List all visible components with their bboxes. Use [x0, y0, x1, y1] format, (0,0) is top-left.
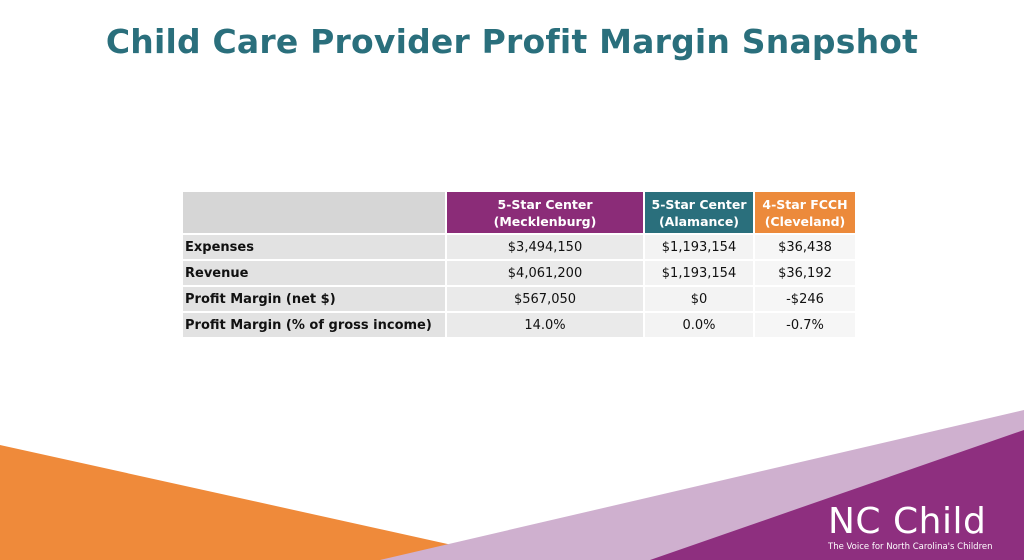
- row-label: Expenses: [183, 235, 445, 259]
- column-header-line1: 5-Star Center: [651, 196, 747, 212]
- column-header-alamance: 5-Star Center (Alamance): [645, 192, 753, 233]
- table-cell: $3,494,150: [447, 235, 643, 259]
- table-cell: -0.7%: [755, 313, 855, 337]
- table-header-row: 5-Star Center (Mecklenburg) 5-Star Cente…: [183, 192, 855, 233]
- table-cell: $4,061,200: [447, 261, 643, 285]
- table-cell: 0.0%: [645, 313, 753, 337]
- table-cell: $36,192: [755, 261, 855, 285]
- table-row-profit-net: Profit Margin (net $) $567,050 $0 -$246: [183, 287, 855, 311]
- row-label: Profit Margin (% of gross income): [183, 313, 445, 337]
- table-cell: $1,193,154: [645, 261, 753, 285]
- column-header-line2: (Cleveland): [764, 213, 846, 229]
- table-cell: -$246: [755, 287, 855, 311]
- orange-triangle-shape: [0, 445, 520, 560]
- column-header-mecklenburg: 5-Star Center (Mecklenburg): [447, 192, 643, 233]
- profit-margin-table: 5-Star Center (Mecklenburg) 5-Star Cente…: [181, 190, 857, 339]
- purple-wedge-shape: [650, 430, 1024, 560]
- table-row-expenses: Expenses $3,494,150 $1,193,154 $36,438: [183, 235, 855, 259]
- column-header-cleveland: 4-Star FCCH (Cleveland): [755, 192, 855, 233]
- table-cell: $567,050: [447, 287, 643, 311]
- column-header-line2: (Mecklenburg): [493, 213, 597, 229]
- logo-tagline: The Voice for North Carolina's Children: [828, 542, 993, 552]
- column-header-line1: 5-Star Center: [497, 196, 593, 212]
- nc-child-logo: NC Child The Voice for North Carolina's …: [828, 501, 1018, 553]
- table-cell: 14.0%: [447, 313, 643, 337]
- table-row-profit-percent: Profit Margin (% of gross income) 14.0% …: [183, 313, 855, 337]
- table-row-revenue: Revenue $4,061,200 $1,193,154 $36,192: [183, 261, 855, 285]
- column-header-line2: (Alamance): [658, 213, 740, 229]
- column-header-line1: 4-Star FCCH: [762, 196, 848, 212]
- row-label: Revenue: [183, 261, 445, 285]
- table-cell: $0: [645, 287, 753, 311]
- table-cell: $36,438: [755, 235, 855, 259]
- page-title: Child Care Provider Profit Margin Snapsh…: [105, 22, 919, 61]
- header-blank-cell: [183, 192, 445, 233]
- logo-name: NC Child: [828, 501, 987, 542]
- table-cell: $1,193,154: [645, 235, 753, 259]
- row-label: Profit Margin (net $): [183, 287, 445, 311]
